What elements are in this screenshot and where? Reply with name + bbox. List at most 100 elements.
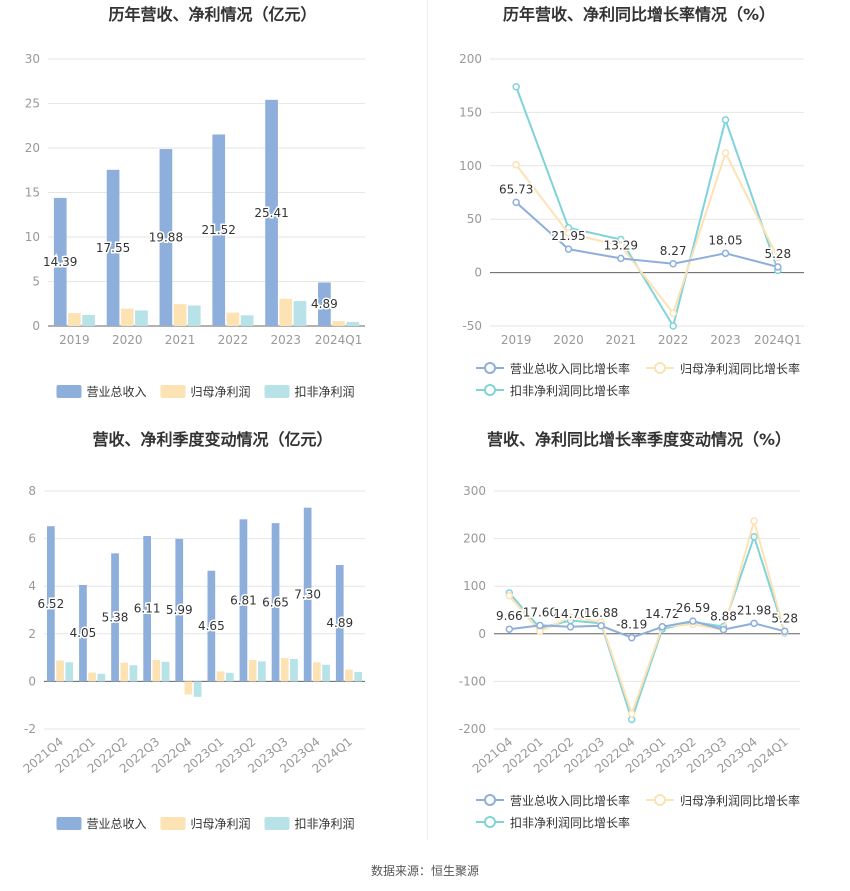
y-tick-label: -50 [462, 319, 482, 333]
data-label: 18.05 [708, 233, 742, 247]
legend-item[interactable]: 归母净利润 [160, 385, 251, 399]
data-label: 7.30 [294, 588, 321, 602]
bar-revenue [239, 519, 248, 682]
data-point [566, 613, 575, 621]
data-point [512, 160, 520, 169]
chart-title: 历年营收、净利同比增长率情况（%） [503, 5, 775, 24]
chart-quarterly-revenue-profit: 营收、净利季度变动情况（亿元） -2 0 2 4 6 8 2021Q4 2022Q1 2022Q2… [0, 425, 425, 850]
data-label: 6.52 [37, 597, 64, 611]
data-label: 14.70 [553, 607, 587, 621]
y-tick-label: 200 [463, 532, 486, 546]
y-tick-label: 150 [459, 105, 482, 119]
bar-deducted-profit [258, 661, 266, 682]
data-label: 17.60 [523, 605, 557, 619]
bar-deducted-profit [82, 314, 95, 326]
bar-deducted-profit [290, 659, 298, 682]
x-tick-label: 2023 [270, 333, 301, 347]
x-tick-label: 2021 [165, 333, 196, 347]
data-label: 5.99 [166, 603, 193, 617]
legend-item[interactable]: 归母净利润同比增长率 [646, 793, 800, 808]
legend-label: 营业总收入同比增长率 [510, 361, 630, 376]
y-tick-label: 0 [478, 627, 486, 641]
data-point [597, 622, 605, 630]
bar-net-profit [280, 658, 289, 682]
data-point [669, 309, 677, 317]
bar-deducted-profit [354, 671, 363, 682]
legend-item[interactable]: 营业总收入同比增长率 [476, 793, 630, 808]
legend-label: 归母净利润同比增长率 [680, 361, 800, 376]
data-point [721, 149, 730, 157]
bar-revenue [46, 526, 55, 682]
bar-revenue [318, 282, 331, 326]
bar-net-profit [88, 672, 97, 682]
bar-revenue [175, 538, 184, 682]
data-label: 21.98 [737, 603, 771, 617]
x-tick-label: 2021 [606, 333, 637, 347]
chart-title: 营收、净利季度变动情况（亿元） [92, 430, 332, 449]
bar-revenue [79, 585, 87, 682]
y-tick-label: -2 [24, 722, 36, 736]
data-label: 14.72 [645, 607, 679, 621]
bar-deducted-profit [135, 310, 148, 326]
bar-net-profit [184, 681, 193, 695]
legend-item[interactable]: 营业总收入 [56, 385, 147, 399]
x-tick-label: 2020 [553, 333, 584, 347]
y-tick-label: 25 [25, 97, 40, 111]
legend-label: 营业总收入 [87, 385, 147, 399]
data-label: 4.89 [326, 616, 353, 630]
bar-net-profit [226, 312, 240, 326]
legend-label: 扣非净利润同比增长率 [510, 815, 630, 830]
series-line-revenue [509, 620, 785, 639]
legend-swatch [264, 817, 290, 830]
bar-deducted-profit [65, 662, 74, 682]
y-tick-label: 5 [32, 275, 40, 289]
legend-item[interactable]: 营业总收入 [56, 817, 147, 831]
legend-item[interactable]: 归母净利润同比增长率 [646, 361, 800, 376]
data-label: 19.88 [149, 231, 183, 245]
y-tick-label: 300 [463, 484, 486, 498]
bar-revenue [111, 553, 119, 682]
bar-net-profit [312, 662, 321, 682]
chart-title: 历年营收、净利情况（亿元） [108, 5, 316, 24]
bar-revenue [159, 149, 173, 326]
legend-swatch [56, 385, 82, 398]
data-point [564, 245, 573, 253]
legend-item[interactable]: 扣非净利润 [264, 817, 355, 831]
legend-label: 归母净利润 [191, 385, 251, 399]
data-point [658, 623, 667, 631]
legend-label: 扣非净利润同比增长率 [510, 383, 630, 398]
legend-item[interactable]: 扣非净利润同比增长率 [476, 383, 630, 398]
data-point [721, 249, 730, 258]
data-point [669, 322, 677, 330]
bar-deducted-profit [187, 305, 201, 326]
bar-net-profit [120, 308, 134, 326]
legend-item[interactable]: 扣非净利润同比增长率 [476, 815, 630, 830]
data-label: 4.89 [311, 297, 338, 311]
bar-deducted-profit [193, 681, 202, 697]
data-point [689, 617, 697, 625]
bar-revenue [212, 134, 226, 326]
bar-net-profit [152, 659, 161, 682]
chart-svg: 历年营收、净利同比增长率情况（%） -50 0 50 100 150 200 2019 2020… [459, 5, 804, 398]
y-tick-label: 15 [25, 186, 40, 200]
bar-deducted-profit [225, 672, 234, 682]
y-tick-label: 10 [25, 230, 40, 244]
data-point [617, 242, 625, 250]
bar-net-profit [120, 662, 129, 682]
legend-item[interactable]: 归母净利润 [160, 817, 251, 831]
x-tick-label: 2019 [59, 333, 90, 347]
data-point [505, 591, 514, 600]
data-point [512, 83, 520, 91]
y-tick-label: 8 [28, 484, 36, 498]
data-label: 65.73 [499, 182, 533, 196]
y-tick-label: 30 [25, 52, 40, 66]
legend-label: 扣非净利润 [295, 385, 355, 399]
legend-item[interactable]: 营业总收入同比增长率 [476, 361, 630, 376]
bar-revenue [53, 197, 67, 326]
x-tick-label: 2023 [710, 333, 741, 347]
data-label: 6.65 [262, 595, 289, 609]
data-label: 5.28 [764, 247, 791, 261]
bar-net-profit [173, 304, 187, 326]
bar-deducted-profit [129, 665, 138, 682]
legend-item[interactable]: 扣非净利润 [264, 385, 355, 399]
